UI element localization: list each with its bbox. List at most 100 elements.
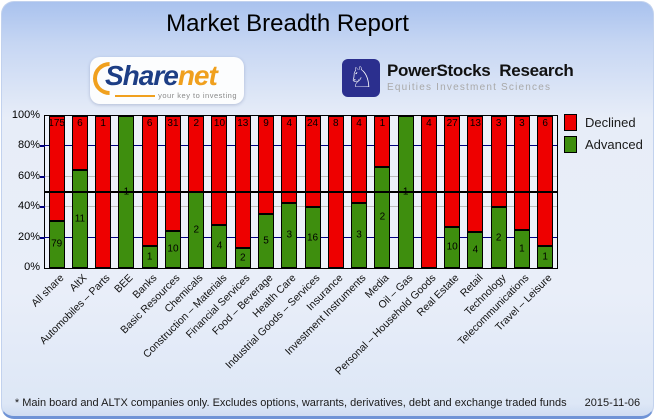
advanced-segment: 2 [234, 247, 251, 268]
advanced-segment: 3 [351, 202, 368, 268]
sharenet-logo: Sharenet your key to investing [86, 55, 244, 104]
y-tick-label: 60% [17, 169, 40, 182]
declined-count: 2 [193, 118, 199, 129]
bar-slot: 13 2 [231, 116, 254, 268]
stacked-bar: 27 10 [444, 116, 461, 268]
powerstocks-text: PowerStocks Research Equities Investment… [387, 59, 574, 93]
declined-count: 1 [379, 118, 386, 129]
stacked-bar: 10 4 [211, 116, 228, 268]
footnote: * Main board and ALTX companies only. Ex… [14, 397, 567, 409]
bars-container: 1757961111613110221041329543241684312142… [45, 116, 557, 268]
stacked-bar: 31 10 [164, 116, 181, 268]
advanced-count: 10 [446, 241, 458, 253]
advanced-count: 10 [167, 243, 179, 255]
advanced-segment: 16 [304, 207, 321, 268]
declined-segment: 6 [537, 116, 554, 247]
declined-segment: 6 [71, 116, 88, 170]
declined-swatch-icon [564, 114, 577, 131]
declined-count: 175 [48, 118, 65, 129]
declined-count: 10 [213, 118, 226, 129]
powerstocks-subtitle: Equities Investment Sciences [387, 82, 552, 93]
declined-segment: 3 [513, 116, 530, 230]
declined-segment: 27 [444, 116, 461, 227]
advanced-count: 1 [146, 251, 153, 263]
bar-slot: 24 16 [301, 116, 324, 268]
declined-segment: 1 [374, 116, 391, 167]
declined-segment: 10 [211, 116, 228, 225]
y-axis: 0% 20% 40% 60% 80% 100% [2, 109, 43, 273]
declined-count: 31 [167, 118, 179, 129]
sharenet-tagline: your key to investing [158, 91, 237, 100]
y-tick-label: 0% [24, 261, 40, 273]
declined-count: 13 [237, 118, 249, 129]
powerstocks-name: PowerStocks Research [387, 61, 574, 80]
declined-count: 1 [100, 118, 106, 129]
stacked-bar: 24 16 [304, 116, 321, 268]
declined-segment: 13 [467, 116, 484, 233]
declined-count: 6 [77, 118, 83, 129]
y-tick-mark [40, 175, 45, 178]
advanced-count: 1 [542, 251, 548, 263]
footer: * Main board and ALTX companies only. Ex… [2, 397, 653, 409]
advanced-count: 2 [193, 224, 199, 236]
declined-count: 27 [446, 118, 458, 129]
y-tick-mark [40, 206, 45, 209]
stacked-bar: 13 4 [467, 116, 484, 268]
gridline-gray [45, 175, 557, 177]
declined-segment: 13 [234, 116, 251, 248]
powerstocks-logo: ♘ PowerStocks Research Equities Investme… [342, 59, 574, 97]
gridline-navy [45, 236, 557, 238]
legend-declined-label: Declined [585, 115, 636, 130]
legend-declined: Declined [564, 114, 643, 131]
y-tick-label: 20% [17, 230, 40, 243]
y-tick-mark [40, 236, 45, 239]
declined-count: 6 [542, 118, 548, 129]
advanced-count: 11 [74, 213, 86, 225]
advanced-segment: 1 [537, 246, 554, 268]
bar-slot: 6 11 [68, 116, 91, 268]
advanced-segment: 79 [48, 220, 65, 268]
y-tick-mark [40, 145, 45, 148]
stacked-bar: 6 11 [71, 116, 88, 268]
sharenet-underline [115, 94, 156, 97]
sharenet-word-share: Share [105, 60, 179, 91]
gridline-gray [45, 206, 557, 208]
y-tick-label: 80% [17, 139, 40, 152]
plot-area: 1757961111613110221041329543241684312142… [40, 115, 558, 269]
advanced-segment: 10 [164, 230, 181, 268]
advanced-count: 3 [356, 229, 362, 241]
declined-count: 4 [356, 118, 362, 129]
advanced-count: 1 [519, 243, 525, 255]
y-tick-label: 100% [11, 109, 40, 121]
declined-count: 3 [519, 118, 525, 129]
declined-segment: 2 [188, 116, 205, 192]
declined-segment: 24 [304, 116, 321, 208]
advanced-count: 4 [216, 240, 223, 252]
advanced-count: 3 [286, 229, 293, 241]
bar-slot: 13 4 [464, 116, 487, 268]
advanced-count: 5 [263, 235, 269, 247]
legend-advanced-label: Advanced [585, 137, 643, 152]
advanced-segment: 5 [258, 213, 275, 268]
declined-segment: 175 [48, 116, 65, 221]
declined-segment: 9 [258, 116, 275, 214]
chart-legend: Declined Advanced [564, 114, 643, 158]
declined-count: 13 [469, 118, 481, 129]
advanced-count: 2 [379, 211, 386, 223]
bar-slot: 175 79 [45, 116, 68, 268]
stacked-bar: 175 79 [48, 116, 65, 268]
